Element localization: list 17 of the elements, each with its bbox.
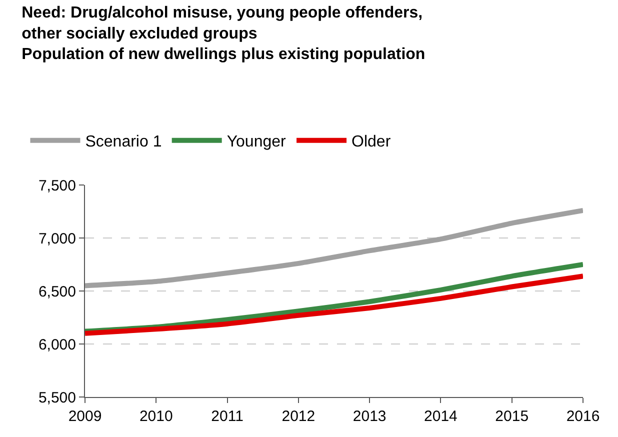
legend-label: Scenario 1 [85, 134, 162, 151]
y-tick-label: 6,500 [38, 283, 76, 300]
y-tick-label: 6,000 [38, 336, 76, 354]
x-tick-label: 2015 [495, 408, 529, 425]
y-tick-label: 7,000 [38, 230, 76, 248]
x-tick-label: 2013 [352, 408, 386, 425]
x-tick-label: 2016 [566, 408, 600, 425]
legend-label: Younger [226, 134, 287, 151]
x-tick-label: 2014 [424, 408, 458, 425]
y-tick-label: 5,500 [38, 389, 76, 406]
y-tick-label: 7,500 [38, 177, 76, 194]
x-tick-label: 2011 [211, 408, 244, 425]
x-tick-label: 2009 [68, 408, 102, 425]
legend-label: Older [352, 134, 392, 151]
x-tick-label: 2012 [282, 408, 316, 425]
x-tick-label: 2010 [139, 408, 173, 425]
chart-title: Need: Drug/alcohol misuse, young people offenders, other socially excluded groups Population of new dwellings plus existing population [22, 4, 426, 64]
